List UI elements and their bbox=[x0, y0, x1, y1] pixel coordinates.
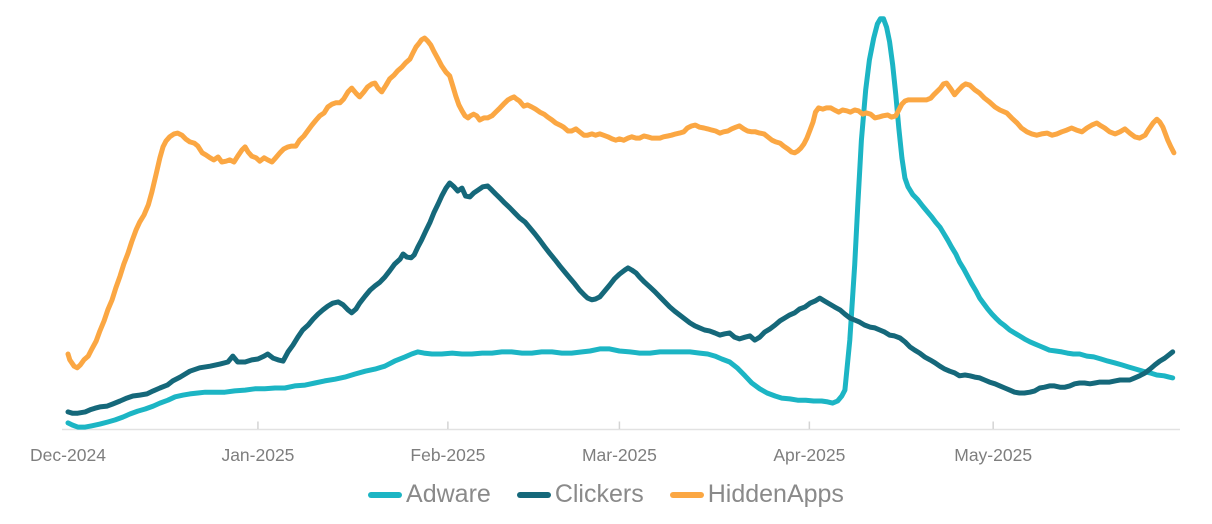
hiddenapps-swatch-icon bbox=[669, 491, 704, 498]
x-axis-label: Mar-2025 bbox=[582, 445, 657, 465]
adware-swatch-icon bbox=[368, 491, 403, 498]
chart-legend: Adware Clickers HiddenApps bbox=[0, 480, 1212, 509]
legend-item-adware: Adware bbox=[368, 480, 491, 509]
x-axis-label: Feb-2025 bbox=[410, 445, 485, 465]
clickers-line bbox=[65, 180, 1176, 416]
x-axis-label: Dec-2024 bbox=[30, 445, 106, 465]
legend-label-clickers: Clickers bbox=[554, 480, 644, 508]
x-axis-label: Apr-2025 bbox=[773, 445, 845, 465]
legend-item-clickers: Clickers bbox=[516, 480, 644, 509]
legend-item-hiddenapps: HiddenApps bbox=[669, 480, 844, 509]
x-axis-label: May-2025 bbox=[954, 445, 1032, 465]
hiddenapps-line bbox=[65, 35, 1177, 371]
legend-label-adware: Adware bbox=[406, 480, 491, 508]
x-axis-label: Jan-2025 bbox=[221, 445, 294, 465]
clickers-swatch-icon bbox=[516, 491, 551, 498]
adware-line bbox=[65, 16, 1176, 430]
legend-label-hiddenapps: HiddenApps bbox=[707, 480, 844, 508]
